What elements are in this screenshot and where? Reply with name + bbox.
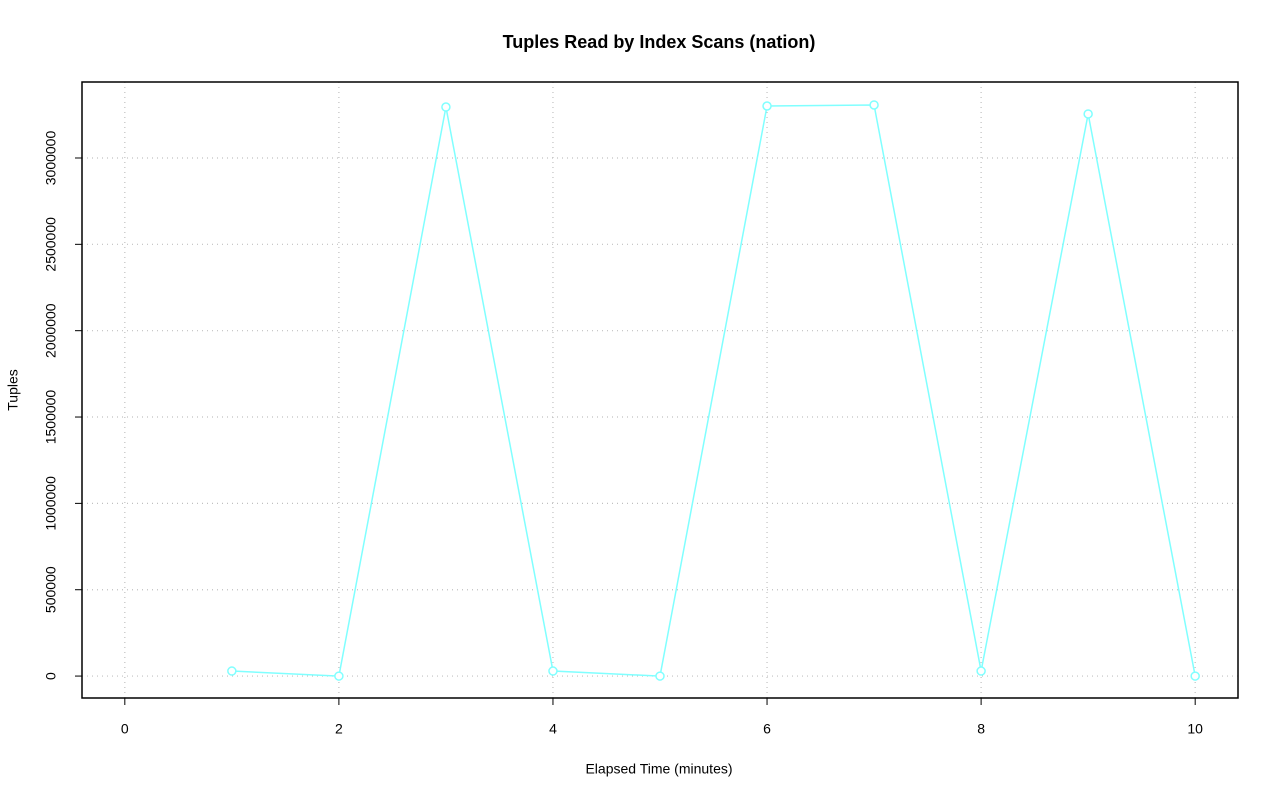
x-tick-label: 2 [335,721,343,737]
x-tick-label: 10 [1187,721,1203,737]
data-line [231,104,1196,677]
x-tick-label: 4 [549,721,557,737]
data-point [762,101,772,111]
x-tick-label: 0 [121,721,129,737]
data-point [227,666,237,676]
y-tick-label: 2500000 [43,217,59,272]
data-point [1190,671,1200,681]
data-point [655,671,665,681]
plot-frame [81,81,1239,699]
data-point [976,666,986,676]
y-tick-label: 2000000 [43,303,59,358]
y-tick-label: 0 [43,672,59,680]
data-point [548,666,558,676]
data-point [441,102,451,112]
data-point [334,671,344,681]
y-tick-label: 1500000 [43,390,59,445]
y-tick-label: 1000000 [43,476,59,531]
data-point [869,100,879,110]
y-axis-label: Tuples [5,369,21,411]
y-tick-label: 500000 [43,566,59,613]
x-axis-label: Elapsed Time (minutes) [585,761,732,777]
x-tick-label: 6 [763,721,771,737]
data-point [1083,109,1093,119]
chart-title: Tuples Read by Index Scans (nation) [503,32,816,52]
y-tick-label: 3000000 [43,131,59,186]
x-tick-label: 8 [977,721,985,737]
